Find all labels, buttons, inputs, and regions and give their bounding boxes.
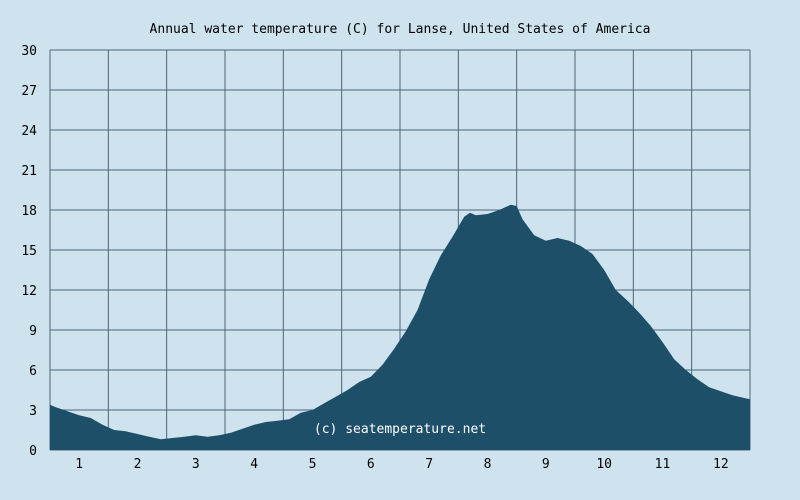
x-tick-label: 10 bbox=[596, 457, 612, 472]
y-tick-label: 27 bbox=[21, 84, 37, 99]
y-tick-label: 12 bbox=[21, 284, 37, 299]
y-tick-label: 0 bbox=[29, 444, 37, 459]
x-tick-label: 6 bbox=[367, 457, 375, 472]
x-tick-label: 12 bbox=[713, 457, 729, 472]
x-tick-label: 3 bbox=[192, 457, 200, 472]
y-tick-label: 9 bbox=[29, 324, 37, 339]
x-tick-label: 9 bbox=[542, 457, 550, 472]
chart-title: Annual water temperature (C) for Lanse, … bbox=[150, 22, 651, 37]
x-tick-label: 2 bbox=[134, 457, 142, 472]
watermark: (c) seatemperature.net bbox=[314, 422, 486, 437]
y-tick-label: 24 bbox=[21, 124, 37, 139]
y-tick-label: 3 bbox=[29, 404, 37, 419]
x-tick-label: 7 bbox=[425, 457, 433, 472]
x-tick-label: 8 bbox=[484, 457, 492, 472]
x-tick-label: 5 bbox=[309, 457, 317, 472]
y-tick-label: 6 bbox=[29, 364, 37, 379]
y-tick-label: 15 bbox=[21, 244, 37, 259]
y-tick-label: 18 bbox=[21, 204, 37, 219]
x-tick-label: 1 bbox=[75, 457, 83, 472]
plot-area bbox=[50, 204, 750, 450]
temperature-area bbox=[50, 204, 750, 450]
x-tick-label: 11 bbox=[655, 457, 671, 472]
x-tick-label: 4 bbox=[250, 457, 258, 472]
y-tick-label: 21 bbox=[21, 164, 37, 179]
y-tick-label: 30 bbox=[21, 44, 37, 59]
